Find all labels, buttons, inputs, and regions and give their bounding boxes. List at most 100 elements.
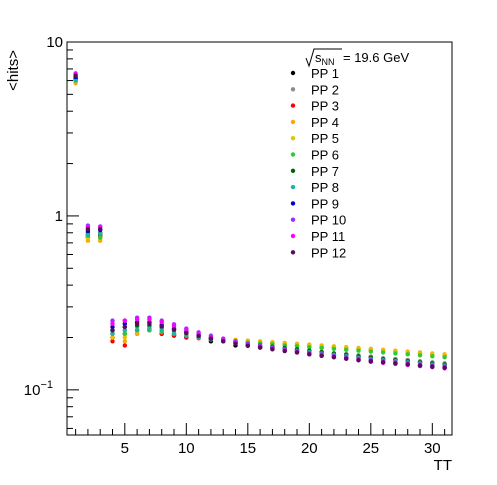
data-point [85, 226, 91, 232]
data-point [159, 319, 164, 325]
legend-marker [290, 87, 296, 92]
data-point [85, 232, 91, 237]
data-point [393, 361, 398, 366]
data-point [307, 344, 312, 350]
legend-label: PP 11 [311, 229, 345, 244]
data-point [270, 347, 275, 352]
legend-marker [290, 233, 296, 239]
legend-label: PP 9 [311, 196, 339, 211]
legend-label: PP 10 [311, 213, 346, 228]
x-tick-label: 20 [301, 440, 318, 457]
y-tick-label: 1 [55, 208, 63, 225]
data-point [393, 351, 398, 356]
legend-label: PP 7 [311, 164, 339, 179]
data-point [134, 328, 140, 333]
legend-label: PP 3 [311, 99, 339, 114]
data-point [98, 226, 103, 232]
data-point [122, 339, 128, 344]
data-point [417, 363, 423, 368]
data-point [184, 330, 189, 336]
data-point [122, 335, 128, 340]
data-point [380, 350, 386, 355]
data-point [159, 324, 164, 329]
data-point [405, 352, 410, 357]
data-point [405, 362, 410, 367]
legend-marker [290, 70, 296, 76]
legend-marker [290, 136, 296, 141]
x-tick-label: 5 [121, 440, 129, 457]
data-point [368, 349, 374, 354]
legend-marker [290, 217, 296, 222]
legend-header-subscript: NN [322, 57, 335, 67]
data-point [147, 326, 152, 331]
data-point [319, 345, 324, 351]
plot-border [66, 41, 453, 436]
data-point [331, 346, 337, 352]
legend-label: PP 12 [311, 245, 346, 260]
legend-label: PP 6 [311, 148, 339, 163]
legend-marker [290, 250, 296, 255]
data-point [73, 78, 78, 83]
plot-frame [66, 41, 453, 436]
y-tick-label: 10 [46, 34, 63, 51]
legend-marker [290, 152, 296, 157]
legend-marker [290, 168, 296, 173]
x-tick-label: 25 [362, 440, 379, 457]
x-tick-label: 10 [178, 440, 195, 457]
data-point [380, 360, 386, 365]
data-points [73, 71, 447, 371]
data-point [257, 345, 263, 350]
x-tick-label: 15 [239, 440, 256, 457]
legend-marker [290, 103, 296, 108]
data-point [171, 331, 177, 337]
data-point [122, 331, 128, 337]
data-point [294, 344, 300, 349]
data-point [442, 365, 447, 370]
data-point [331, 355, 337, 360]
data-point [122, 343, 128, 348]
data-point [134, 321, 140, 326]
data-point [430, 354, 435, 359]
sqrt-symbol [305, 48, 342, 68]
data-point [344, 347, 349, 352]
legend-label: PP 1 [311, 66, 339, 81]
data-point [110, 331, 115, 337]
data-point [98, 235, 103, 240]
data-point [134, 316, 140, 322]
data-point [147, 316, 152, 322]
data-point [344, 356, 349, 361]
data-point [122, 318, 128, 323]
data-point [417, 353, 423, 358]
data-point [430, 364, 435, 369]
data-point [208, 336, 214, 341]
data-point [245, 343, 251, 349]
legend-header: = 19.6 GeV [343, 50, 409, 65]
data-point [122, 328, 128, 333]
data-point [368, 359, 374, 364]
data-point [442, 355, 447, 360]
x-axis-title: TT [434, 457, 452, 474]
data-point [110, 324, 115, 330]
legend-marker [290, 184, 296, 190]
data-point [110, 328, 115, 333]
data-point [356, 348, 361, 353]
x-tick-label: 30 [424, 440, 441, 457]
data-point [110, 318, 115, 323]
legend-label: PP 5 [311, 131, 339, 146]
data-point [110, 321, 115, 326]
data-point [159, 328, 164, 333]
y-tick-exponent: −1 [40, 379, 53, 391]
data-point [110, 335, 115, 340]
data-point [171, 327, 177, 332]
data-point [282, 348, 287, 354]
data-point [147, 321, 152, 326]
data-point [196, 333, 201, 339]
data-point [294, 350, 300, 355]
legend-label: PP 8 [311, 180, 339, 195]
legend-label: PP 2 [311, 82, 339, 97]
data-point [122, 321, 128, 326]
